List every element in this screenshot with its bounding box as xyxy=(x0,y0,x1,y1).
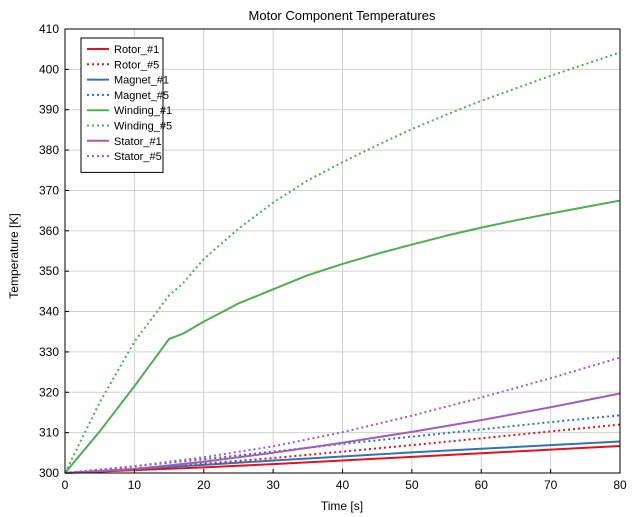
x-axis-label: Time [s] xyxy=(321,499,363,513)
legend-entry: Rotor_#1 xyxy=(114,44,159,56)
x-tick-label: 80 xyxy=(613,478,627,492)
x-tick-label: 70 xyxy=(544,478,558,492)
y-tick-label: 390 xyxy=(39,103,59,117)
series-line-magnet-1 xyxy=(64,440,621,474)
series-line-rotor-1 xyxy=(64,444,621,474)
x-tick-label: 60 xyxy=(475,478,489,492)
legend-entry: Winding_#5 xyxy=(114,121,172,133)
legend-box xyxy=(80,37,164,173)
legend-entry: Magnet_#1 xyxy=(114,75,169,87)
x-tick-label: 50 xyxy=(405,478,419,492)
y-tick-label: 330 xyxy=(39,345,59,359)
legend-entry: Rotor_#5 xyxy=(114,59,159,71)
y-tick-label: 370 xyxy=(39,183,59,197)
series-line-stator-1 xyxy=(64,392,621,474)
series-line-winding-1 xyxy=(64,199,621,474)
x-tick-label: 40 xyxy=(336,478,350,492)
y-tick-label: 360 xyxy=(39,224,59,238)
y-tick-label: 350 xyxy=(39,264,59,278)
y-tick-label: 310 xyxy=(39,426,59,440)
legend: Rotor_#1 Rotor_#5 Magnet_#1 Magnet_#5 Windin… xyxy=(80,37,172,173)
legend-entry: Stator_#5 xyxy=(114,151,162,163)
x-tick-label: 20 xyxy=(197,478,211,492)
x-tick-label: 30 xyxy=(266,478,280,492)
grid xyxy=(64,28,621,474)
series-line-magnet-5 xyxy=(64,414,621,474)
chart-title: Motor Component Temperatures xyxy=(249,8,436,23)
y-tick-label: 340 xyxy=(39,305,59,319)
axis-ticks: 0 10 20 30 40 50 60 70 80 300 310 320 330 340 350 360 37… xyxy=(39,22,627,492)
y-tick-label: 380 xyxy=(39,143,59,157)
legend-entry: Stator_#1 xyxy=(114,136,162,148)
x-tick-label: 0 xyxy=(62,478,69,492)
series-line-stator-5 xyxy=(64,356,621,474)
y-tick-label: 300 xyxy=(39,466,59,480)
legend-entry: Winding_#1 xyxy=(114,105,172,117)
y-tick-label: 410 xyxy=(39,22,59,36)
y-tick-label: 400 xyxy=(39,62,59,76)
series-line-winding-5 xyxy=(64,51,621,474)
series-lines xyxy=(64,51,621,474)
y-tick-label: 320 xyxy=(39,385,59,399)
legend-entry: Magnet_#5 xyxy=(114,90,169,102)
y-axis-label: Temperature [K] xyxy=(7,213,21,298)
x-tick-label: 10 xyxy=(128,478,142,492)
